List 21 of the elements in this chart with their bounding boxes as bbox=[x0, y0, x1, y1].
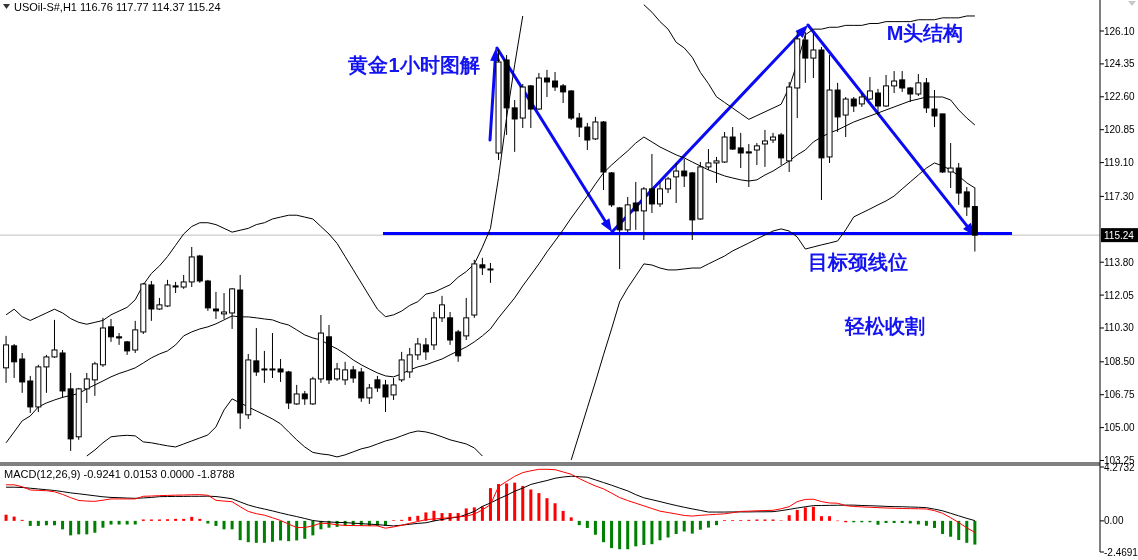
y-tick-label: 110.30 bbox=[1104, 322, 1135, 334]
annotation: 黄金1小时图解 bbox=[347, 54, 480, 76]
y-tick-label: 105.00 bbox=[1104, 422, 1136, 434]
y-tick-label: 112.05 bbox=[1104, 289, 1135, 301]
annotation: M头结构 bbox=[886, 22, 964, 44]
y-tick-label: 106.75 bbox=[1104, 389, 1136, 401]
y-tick-label: 124.35 bbox=[1104, 58, 1136, 70]
y-tick-label: 122.60 bbox=[1104, 91, 1136, 103]
y-tick-label: 0.00 bbox=[1104, 515, 1124, 527]
y-tick-label: 113.80 bbox=[1104, 256, 1135, 268]
chart-title: USOil-S#,H1 116.76 117.77 114.37 115.24 bbox=[14, 1, 221, 13]
annotation: 轻松收割 bbox=[844, 315, 925, 337]
y-tick-label: 108.50 bbox=[1104, 356, 1136, 368]
y-tick-label: -2.4691 bbox=[1104, 546, 1138, 558]
y-tick-label: 117.30 bbox=[1104, 190, 1135, 202]
ref-line-label: 115.24 bbox=[1104, 229, 1135, 241]
y-tick-label: 119.10 bbox=[1104, 157, 1135, 169]
chart-title: MACD(12,26,9) -0.9241 0.0153 0.0000 -1.8788 bbox=[4, 468, 235, 480]
y-tick-label: 120.85 bbox=[1104, 124, 1136, 136]
ref-line-label: 目标颈线位 bbox=[808, 251, 908, 274]
y-tick-label: 126.10 bbox=[1104, 25, 1136, 37]
